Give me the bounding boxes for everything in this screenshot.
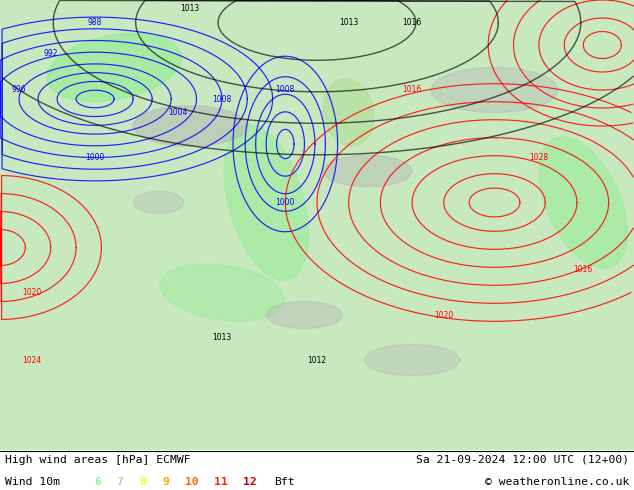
Ellipse shape	[133, 106, 247, 146]
Text: 1016: 1016	[574, 266, 593, 274]
Text: 1028: 1028	[529, 153, 548, 162]
Text: 1008: 1008	[276, 85, 295, 95]
Text: 992: 992	[44, 49, 58, 58]
Text: 8: 8	[139, 477, 146, 487]
Text: 1000: 1000	[276, 198, 295, 207]
Text: 1020: 1020	[22, 288, 41, 297]
Text: 1013: 1013	[212, 333, 231, 342]
Text: © weatheronline.co.uk: © weatheronline.co.uk	[484, 477, 629, 487]
Text: 6: 6	[94, 477, 101, 487]
Text: 10: 10	[185, 477, 199, 487]
Text: 1020: 1020	[434, 311, 453, 319]
Text: 12: 12	[243, 477, 257, 487]
Ellipse shape	[539, 137, 628, 268]
Text: Bft: Bft	[274, 477, 295, 487]
Ellipse shape	[266, 301, 342, 328]
Text: 996: 996	[11, 85, 27, 95]
Text: 1000: 1000	[86, 153, 105, 162]
Text: 1004: 1004	[168, 108, 187, 117]
Text: 1016: 1016	[403, 18, 422, 27]
Text: 1008: 1008	[212, 95, 231, 103]
Ellipse shape	[133, 191, 184, 214]
Text: Sa 21-09-2024 12:00 UTC (12+00): Sa 21-09-2024 12:00 UTC (12+00)	[416, 455, 629, 465]
Ellipse shape	[323, 155, 412, 187]
Text: 988: 988	[88, 18, 102, 27]
Ellipse shape	[365, 344, 460, 376]
Text: 9: 9	[162, 477, 169, 487]
Ellipse shape	[160, 264, 284, 321]
Text: 1013: 1013	[339, 18, 358, 27]
Text: 1012: 1012	[307, 356, 327, 365]
Ellipse shape	[224, 125, 308, 280]
Text: 1024: 1024	[22, 356, 41, 365]
Ellipse shape	[323, 79, 374, 146]
Text: 1016: 1016	[403, 85, 422, 95]
Ellipse shape	[47, 33, 181, 101]
Text: 7: 7	[117, 477, 124, 487]
Text: 11: 11	[214, 477, 228, 487]
Ellipse shape	[431, 68, 558, 113]
Text: High wind areas [hPa] ECMWF: High wind areas [hPa] ECMWF	[5, 455, 191, 465]
Text: 1013: 1013	[181, 4, 200, 14]
Text: Wind 10m: Wind 10m	[5, 477, 60, 487]
